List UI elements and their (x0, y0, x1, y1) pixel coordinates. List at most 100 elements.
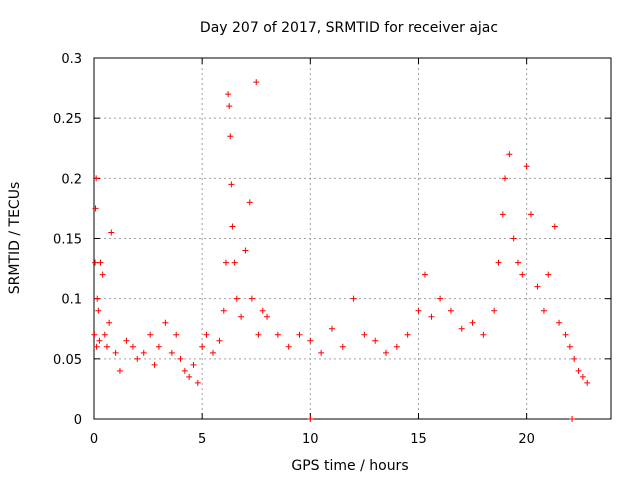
x-tick-label: 0 (90, 432, 98, 447)
x-tick-label: 20 (518, 432, 535, 447)
data-point (194, 379, 201, 386)
data-point (253, 79, 260, 86)
data-point (101, 331, 108, 338)
data-point (140, 349, 147, 356)
data-point (177, 355, 184, 362)
data-point (415, 307, 422, 314)
data-point (233, 295, 240, 302)
grid-layer (94, 58, 611, 419)
x-tick-label: 15 (410, 432, 427, 447)
data-point (404, 331, 411, 338)
y-tick-label: 0.15 (53, 233, 82, 248)
y-axis-label: SRMTID / TECUs (7, 182, 23, 295)
data-point (383, 349, 390, 356)
data-point (551, 223, 558, 230)
data-point (499, 211, 506, 218)
data-point (151, 361, 158, 368)
data-point (264, 313, 271, 320)
data-point (534, 283, 541, 290)
data-point (527, 211, 534, 218)
y-tick-label: 0.1 (61, 293, 82, 308)
data-point (372, 337, 379, 344)
data-point (556, 319, 563, 326)
data-point (562, 331, 569, 338)
y-tick-label: 0.3 (61, 52, 82, 67)
ticks-layer: 0 0.05 0.1 0.15 0.2 0.25 0.3 0 5 10 15 20 (53, 52, 611, 447)
data-point (519, 271, 526, 278)
y-tick-label: 0.05 (53, 353, 82, 368)
data-point (242, 247, 249, 254)
data-point (328, 325, 335, 332)
data-point (93, 175, 100, 182)
data-point (92, 259, 99, 266)
data-point (97, 259, 104, 266)
data-point (285, 343, 292, 350)
y-tick-label: 0.2 (61, 172, 82, 187)
data-point (296, 331, 303, 338)
data-point (523, 163, 530, 170)
data-point (92, 205, 99, 212)
data-point (514, 259, 521, 266)
data-point (437, 295, 444, 302)
data-point (458, 325, 465, 332)
data-point (99, 271, 106, 278)
data-point (579, 373, 586, 380)
data-point (506, 151, 513, 158)
data-point (428, 313, 435, 320)
data-point (502, 175, 509, 182)
data-point (318, 349, 325, 356)
data-point (248, 295, 255, 302)
data-point (545, 271, 552, 278)
data-point (339, 343, 346, 350)
data-point (93, 343, 100, 350)
data-point (584, 379, 591, 386)
data-point (227, 133, 234, 140)
data-point (155, 343, 162, 350)
data-point (510, 235, 517, 242)
data-point (350, 295, 357, 302)
y-tick-label: 0.25 (53, 112, 82, 127)
data-point (495, 259, 502, 266)
x-tick-label: 5 (198, 432, 206, 447)
data-point (95, 307, 102, 314)
data-point (274, 331, 281, 338)
data-point (91, 331, 98, 338)
data-point (228, 181, 235, 188)
data-point (94, 295, 101, 302)
data-point (421, 271, 428, 278)
data-point (112, 349, 119, 356)
x-tick-label: 10 (302, 432, 319, 447)
data-point (181, 367, 188, 374)
data-point (190, 361, 197, 368)
data-point (103, 343, 110, 350)
y-tick-label: 0 (74, 413, 82, 428)
data-point (246, 199, 253, 206)
data-point (307, 337, 314, 344)
data-points (91, 79, 591, 422)
data-point (134, 355, 141, 362)
data-point (129, 343, 136, 350)
data-point (238, 313, 245, 320)
data-point (569, 416, 576, 422)
data-point (108, 229, 115, 236)
data-point (231, 259, 238, 266)
data-point (255, 331, 262, 338)
data-point (469, 319, 476, 326)
data-point (225, 91, 232, 98)
data-point (480, 331, 487, 338)
data-point (226, 103, 233, 110)
data-point (106, 319, 113, 326)
data-point (393, 343, 400, 350)
data-point (203, 331, 210, 338)
data-point (566, 343, 573, 350)
data-point (116, 367, 123, 374)
data-point (361, 331, 368, 338)
data-point (575, 367, 582, 374)
data-point (123, 337, 130, 344)
data-point (186, 373, 193, 380)
data-point (168, 349, 175, 356)
data-point (571, 355, 578, 362)
x-axis-label: GPS time / hours (291, 458, 408, 474)
data-point (199, 343, 206, 350)
data-point (491, 307, 498, 314)
